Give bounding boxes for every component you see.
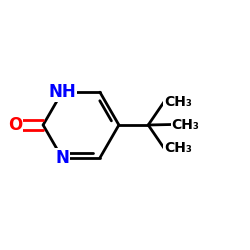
Text: CH₃: CH₃ [164,95,192,109]
Text: O: O [8,116,22,134]
Text: CH₃: CH₃ [172,118,199,132]
Text: N: N [55,149,69,167]
Text: NH: NH [48,83,76,101]
Text: CH₃: CH₃ [164,141,192,155]
